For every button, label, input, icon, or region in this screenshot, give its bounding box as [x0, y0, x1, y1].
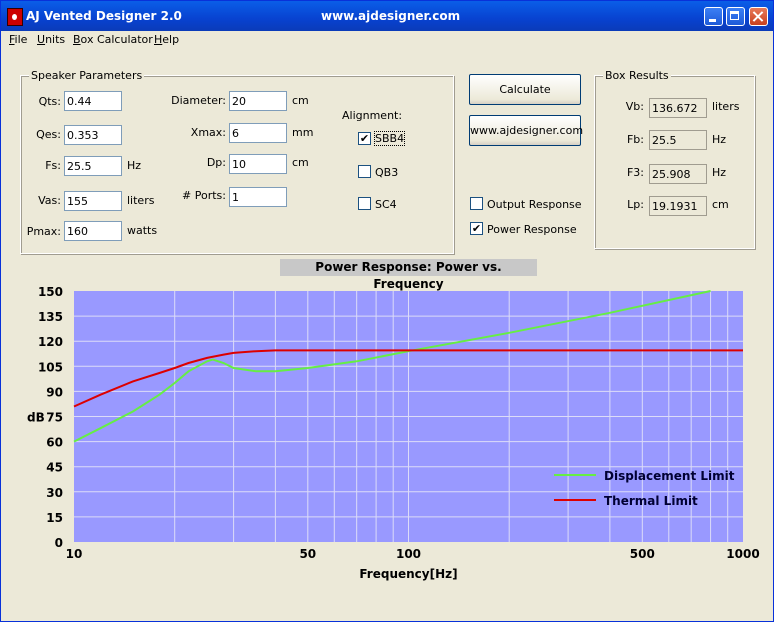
diameter-label: Diameter:	[171, 94, 226, 107]
qb3-label[interactable]: QB3	[375, 166, 399, 179]
lp-label: Lp:	[627, 198, 644, 211]
app-icon[interactable]	[7, 8, 23, 26]
x-tick-label: 100	[396, 547, 421, 561]
y-tick-label: 120	[38, 335, 63, 349]
vb-label: Vb:	[625, 100, 644, 113]
fb-label: Fb:	[626, 133, 644, 146]
qb3-checkbox[interactable]	[358, 165, 371, 178]
ports-label: # Ports:	[182, 189, 226, 202]
x-tick-label: 1000	[726, 547, 759, 561]
box-results-legend: Box Results	[603, 69, 671, 82]
y-tick-label: 105	[38, 360, 63, 374]
sbb4-checkbox[interactable]: ✔	[358, 132, 371, 145]
close-icon[interactable]	[749, 7, 768, 26]
x-tick-label: 500	[630, 547, 655, 561]
minimize-icon[interactable]	[704, 7, 723, 26]
series-line-1	[73, 290, 711, 443]
power-response-checkbox[interactable]: ✔	[470, 222, 483, 235]
pmax-input[interactable]: 160	[64, 221, 122, 241]
y-tick-label: 15	[46, 511, 63, 525]
y-tick-label: 30	[46, 486, 63, 500]
speaker-parameters-group: Speaker Parameters	[20, 69, 454, 254]
xmax-label: Xmax:	[190, 126, 226, 139]
sbb4-label[interactable]: SBB4	[373, 131, 406, 146]
vas-label: Vas:	[38, 194, 61, 207]
legend-label-2: Thermal Limit	[604, 494, 698, 508]
dp-input[interactable]: 10	[229, 154, 287, 174]
vb-output: 136.672	[649, 98, 707, 118]
menu-file[interactable]: File	[9, 33, 28, 46]
speaker-parameters-legend: Speaker Parameters	[29, 69, 145, 82]
fs-unit: Hz	[127, 159, 142, 172]
qts-label: Qts:	[38, 95, 61, 108]
window-title: AJ Vented Designer 2.0	[26, 9, 182, 23]
vas-input[interactable]: 155	[64, 191, 122, 211]
plot-area	[74, 291, 743, 542]
sc4-checkbox[interactable]	[358, 197, 371, 210]
title-bar[interactable]: AJ Vented Designer 2.0 www.ajdesigner.co…	[1, 1, 773, 31]
legend-label-1: Displacement Limit	[604, 469, 735, 483]
fs-label: Fs:	[45, 159, 61, 172]
y-tick-label: 90	[46, 385, 63, 399]
y-axis-label: dB	[27, 411, 45, 425]
qes-input[interactable]: 0.353	[64, 125, 122, 145]
diameter-unit: cm	[292, 94, 309, 107]
y-tick-label: 60	[46, 436, 63, 450]
pmax-unit: watts	[127, 224, 158, 237]
y-tick-label: 135	[38, 310, 63, 324]
qes-label: Qes:	[36, 128, 61, 141]
calculate-button[interactable]: Calculate	[469, 74, 581, 105]
xmax-input[interactable]: 6	[229, 123, 287, 143]
box-results-group: Box Results	[594, 69, 755, 249]
f3-output: 25.908	[649, 164, 707, 184]
fs-input[interactable]: 25.5	[64, 156, 122, 176]
y-tick-label: 0	[55, 536, 63, 550]
vb-unit: liters	[712, 100, 740, 113]
diameter-input[interactable]: 20	[229, 91, 287, 111]
xmax-unit: mm	[292, 126, 314, 139]
fb-output: 25.5	[649, 130, 707, 150]
ports-input[interactable]: 1	[229, 187, 287, 207]
power-response-label[interactable]: Power Response	[487, 223, 577, 236]
output-response-checkbox[interactable]	[470, 197, 483, 210]
f3-unit: Hz	[712, 166, 727, 179]
qts-input[interactable]: 0.44	[64, 91, 122, 111]
dp-label: Dp:	[206, 156, 226, 169]
y-tick-label: 45	[46, 461, 63, 475]
fb-unit: Hz	[712, 133, 727, 146]
y-tick-label: 75	[46, 411, 63, 425]
x-tick-label: 10	[66, 547, 83, 561]
alignment-label: Alignment:	[342, 109, 403, 122]
lp-unit: cm	[712, 198, 729, 211]
vas-unit: liters	[127, 194, 155, 207]
y-tick-label: 150	[38, 285, 63, 299]
dp-unit: cm	[292, 156, 309, 169]
x-tick-label: 50	[299, 547, 316, 561]
menu-bar: File Units Box Calculator Help	[1, 31, 773, 49]
f3-label: F3:	[626, 166, 644, 179]
x-axis-label: Frequency[Hz]	[359, 567, 457, 581]
lp-output: 19.1931	[649, 196, 707, 216]
sc4-label[interactable]: SC4	[375, 198, 397, 211]
menu-help[interactable]: Help	[154, 33, 180, 46]
website-button[interactable]: www.ajdesigner.com	[469, 115, 583, 146]
title-url: www.ajdesigner.com	[321, 9, 461, 23]
menu-box-calculator[interactable]: Box Calculator	[73, 33, 153, 46]
pmax-label: Pmax:	[26, 225, 61, 238]
maximize-icon[interactable]	[726, 7, 745, 26]
chart-title: Power Response: Power vs. Frequency	[280, 259, 537, 291]
series-line-2	[73, 349, 743, 408]
menu-units[interactable]: Units	[37, 33, 66, 46]
output-response-label[interactable]: Output Response	[487, 198, 582, 211]
